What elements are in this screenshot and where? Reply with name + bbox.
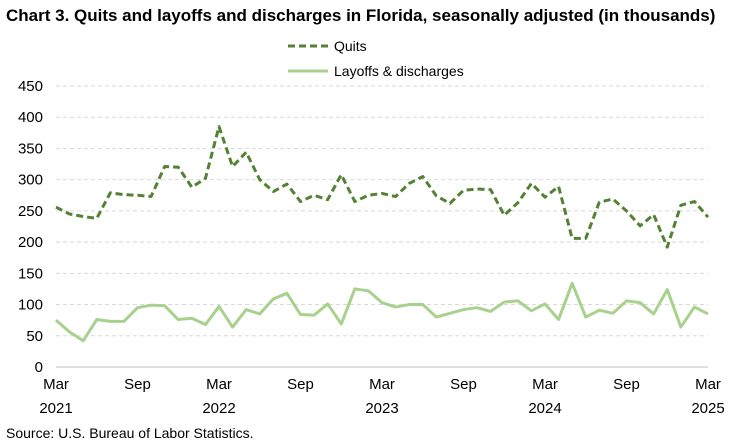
x-tick-label: Sep <box>613 376 640 393</box>
legend-swatch-quits <box>288 44 328 48</box>
legend-label-quits: Quits <box>334 38 367 54</box>
legend-swatch-layoffs <box>288 69 328 73</box>
x-tick-label: Mar <box>369 376 395 393</box>
legend-item-layoffs: Layoffs & discharges <box>288 63 464 79</box>
y-tick-label: 150 <box>18 265 43 282</box>
y-tick-label: 450 <box>18 78 43 95</box>
legend-item-quits: Quits <box>288 38 367 54</box>
chart-title: Chart 3. Quits and layoffs and discharge… <box>6 6 716 25</box>
x-tick-year-label: 2025 <box>691 400 724 417</box>
x-tick-label: Mar <box>695 376 721 393</box>
x-tick-year-label: 2021 <box>39 400 72 417</box>
series-line-layoffs-discharges <box>55 281 709 343</box>
x-tick-label: Sep <box>450 376 477 393</box>
series-line-quits <box>55 125 710 249</box>
y-tick-label: 400 <box>18 109 43 126</box>
x-tick-label: Mar <box>206 376 232 393</box>
x-tick-label: Sep <box>287 376 314 393</box>
x-tick-label: Mar <box>532 376 558 393</box>
source-note: Source: U.S. Bureau of Labor Statistics. <box>6 425 254 441</box>
x-tick-label: Mar <box>43 376 69 393</box>
y-tick-label: 100 <box>18 297 43 314</box>
y-tick-label: 350 <box>18 140 43 157</box>
x-tick-year-label: 2024 <box>528 400 561 417</box>
y-tick-label: 50 <box>26 328 43 345</box>
y-tick-label: 200 <box>18 234 43 251</box>
legend-label-layoffs: Layoffs & discharges <box>334 63 464 79</box>
y-tick-label: 300 <box>18 172 43 189</box>
x-tick-year-label: 2023 <box>365 400 398 417</box>
y-tick-label: 0 <box>35 359 43 376</box>
x-tick-year-label: 2022 <box>202 400 235 417</box>
x-tick-label: Sep <box>124 376 151 393</box>
y-tick-label: 250 <box>18 203 43 220</box>
